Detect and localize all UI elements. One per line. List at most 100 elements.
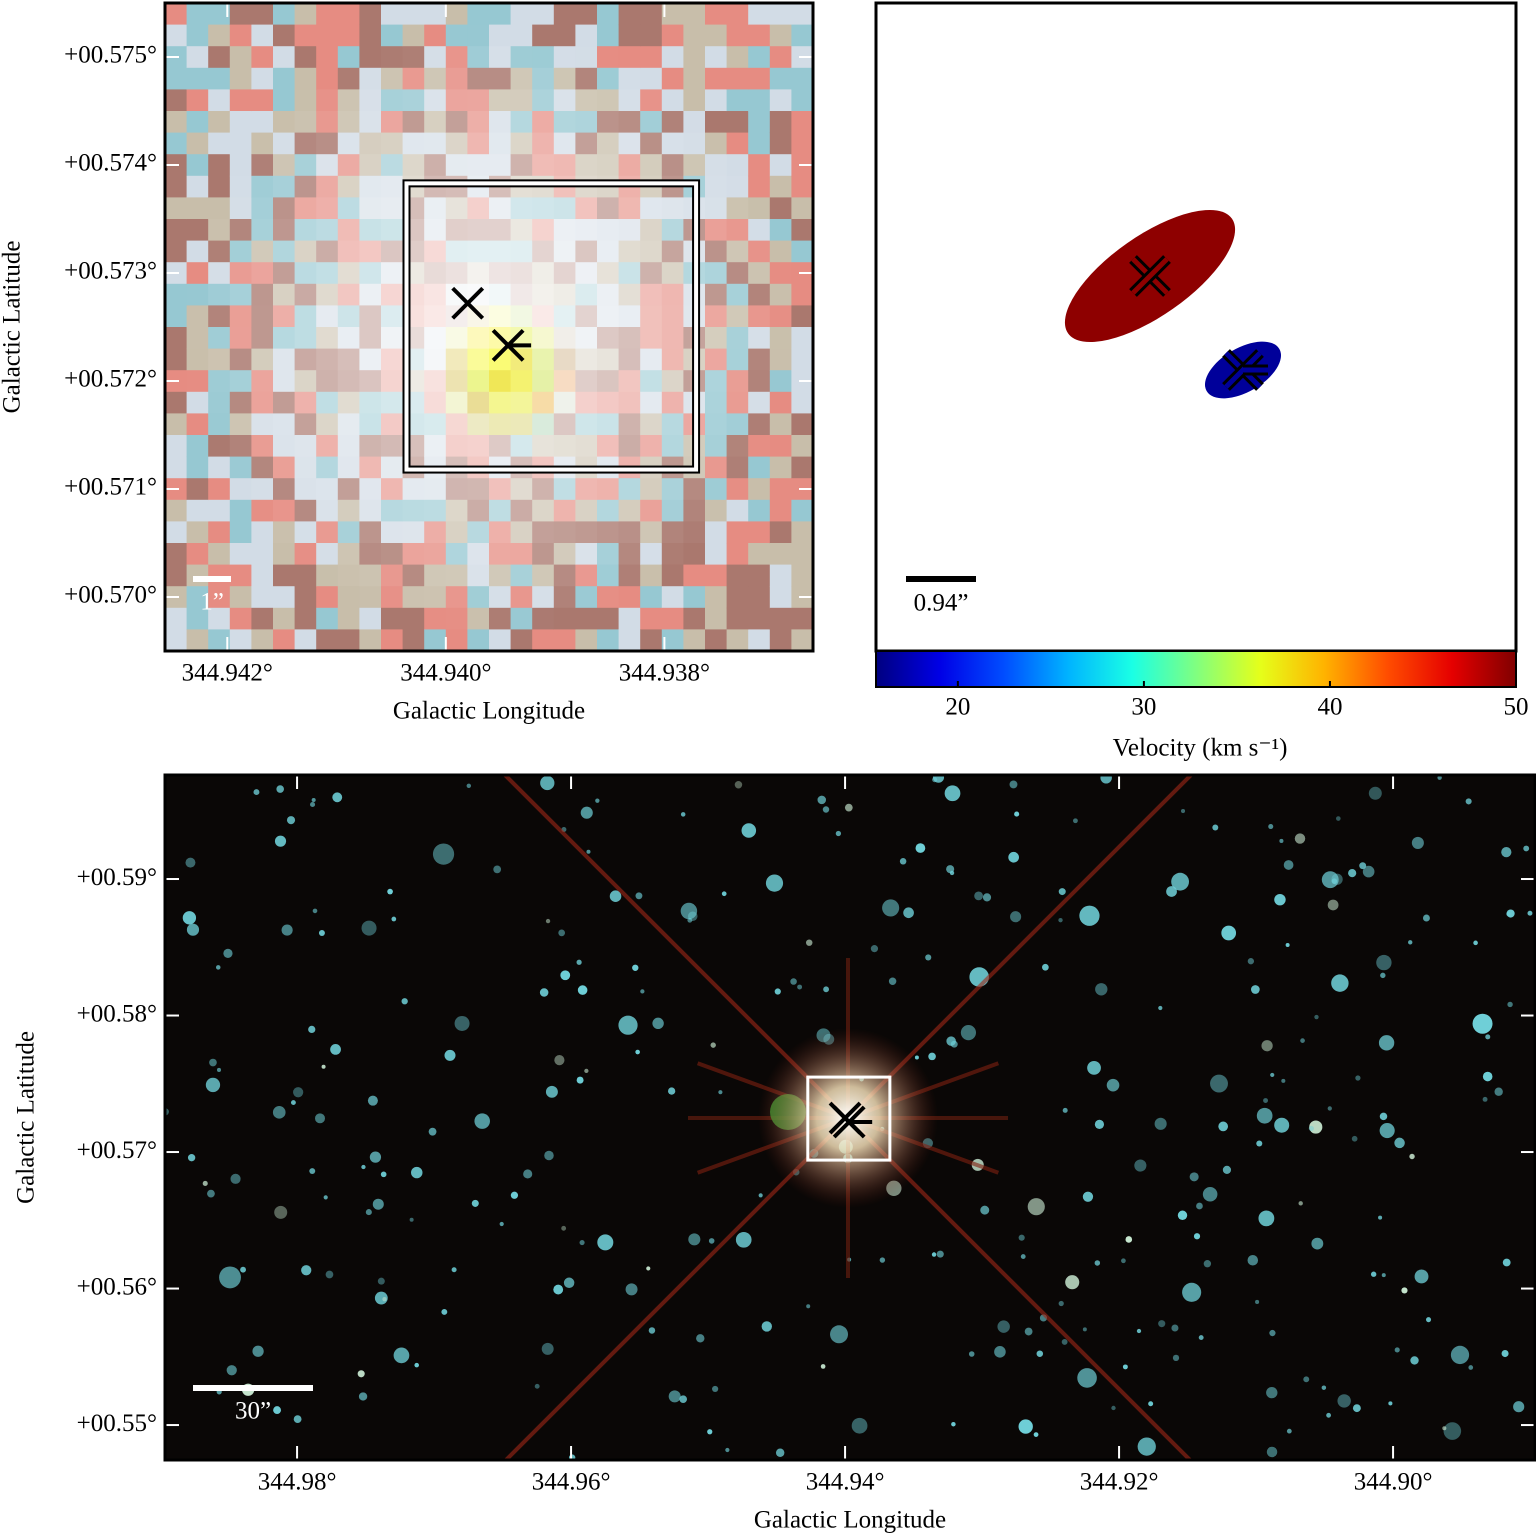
pixel	[229, 327, 252, 350]
pixel	[726, 564, 749, 587]
star	[1321, 871, 1339, 889]
pixel	[467, 132, 490, 155]
pixel	[337, 564, 360, 587]
pixel	[359, 111, 382, 134]
pixel	[229, 391, 252, 414]
pixel	[208, 240, 231, 263]
pixel	[726, 46, 749, 69]
pixel	[359, 370, 382, 393]
pixel	[597, 111, 620, 134]
pixel	[337, 305, 360, 328]
pixel	[705, 3, 728, 26]
pixel	[467, 564, 490, 587]
pixel	[381, 607, 404, 630]
star	[597, 1234, 614, 1251]
pixel	[791, 240, 813, 263]
pixel	[618, 219, 641, 242]
pixel	[618, 499, 641, 522]
star	[1148, 1401, 1154, 1407]
pixel	[337, 348, 360, 371]
pixel	[640, 262, 663, 285]
star	[219, 1266, 241, 1289]
pixel	[532, 478, 555, 501]
pixel	[208, 305, 231, 328]
pixel	[532, 499, 555, 522]
star	[806, 1304, 811, 1309]
star	[367, 1095, 378, 1106]
pixel	[575, 67, 598, 90]
pixel	[381, 111, 404, 134]
pixel	[359, 132, 382, 155]
pixel	[726, 413, 749, 436]
star	[1095, 983, 1108, 996]
star	[790, 978, 797, 985]
pixel	[791, 607, 813, 630]
pixel	[791, 3, 813, 26]
pixel	[337, 175, 360, 198]
pixel	[510, 24, 533, 47]
pixel	[251, 478, 274, 501]
star	[960, 1025, 977, 1041]
pixel	[186, 240, 209, 263]
pixel	[445, 499, 468, 522]
pixel	[381, 543, 404, 566]
pixel	[381, 67, 404, 90]
star	[1501, 847, 1512, 858]
pixel	[424, 478, 447, 501]
star	[382, 1297, 387, 1302]
x-axis-label: Galactic Longitude	[393, 698, 585, 725]
star	[1422, 914, 1430, 922]
pixel	[316, 521, 339, 544]
pixel	[532, 305, 555, 328]
pixel	[769, 327, 792, 350]
pixel	[467, 521, 490, 544]
star	[182, 911, 197, 925]
star	[1218, 1121, 1229, 1132]
star	[387, 888, 393, 895]
star	[1189, 1172, 1199, 1182]
star	[293, 1087, 304, 1098]
star	[1203, 1260, 1212, 1268]
star	[561, 1225, 567, 1231]
pixel	[618, 478, 641, 501]
pixel	[208, 413, 231, 436]
pixel	[424, 391, 447, 414]
star	[1256, 1140, 1263, 1147]
pixel	[165, 564, 188, 587]
pixel	[424, 67, 447, 90]
pixel	[294, 175, 317, 198]
star	[358, 1392, 368, 1401]
star	[563, 1277, 575, 1289]
pixel	[273, 111, 296, 134]
pixel	[381, 435, 404, 458]
scale-bar-label: 0.94”	[914, 590, 969, 617]
star	[1381, 1273, 1386, 1278]
pixel	[618, 197, 641, 220]
pixel	[294, 132, 317, 155]
star	[1468, 1365, 1474, 1370]
pixel	[769, 305, 792, 328]
pixel	[294, 262, 317, 285]
pixel	[337, 370, 360, 393]
pixel	[381, 24, 404, 47]
pixel	[748, 240, 771, 263]
star	[215, 965, 221, 970]
pixel	[683, 543, 706, 566]
star	[444, 1049, 456, 1061]
pixel	[748, 348, 771, 371]
star	[545, 918, 551, 924]
pixel	[553, 607, 576, 630]
pixel	[294, 391, 317, 414]
pixel	[467, 478, 490, 501]
pixel	[229, 262, 252, 285]
pixel	[294, 478, 317, 501]
pixel	[467, 586, 490, 609]
pixel	[381, 499, 404, 522]
y-tick-label: +00.58°	[77, 1000, 157, 1027]
pixel	[337, 262, 360, 285]
star	[1033, 1432, 1039, 1437]
pixel	[726, 543, 749, 566]
pixel	[381, 154, 404, 177]
pixel	[575, 89, 598, 112]
pixel	[165, 305, 188, 328]
